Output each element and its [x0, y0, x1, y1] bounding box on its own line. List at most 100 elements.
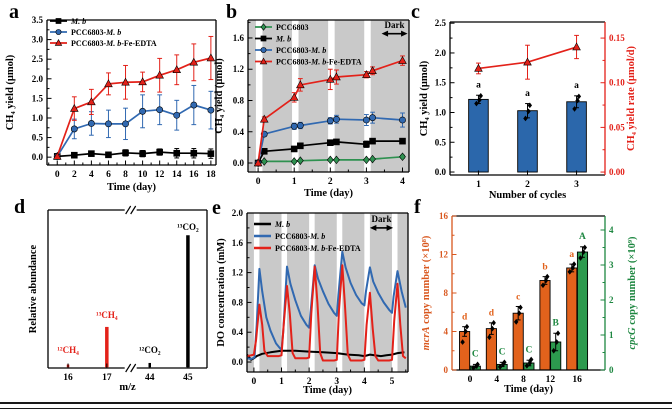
svg-text:Time (day): Time (day) — [304, 188, 354, 199]
svg-text:0.0: 0.0 — [232, 357, 244, 367]
svg-text:2.0: 2.0 — [435, 48, 447, 58]
svg-text:Time (day): Time (day) — [107, 182, 157, 193]
svg-text:PCC6803-M. b: PCC6803-M. b — [275, 232, 325, 241]
svg-text:0: 0 — [609, 365, 614, 375]
svg-text:Relative abundance: Relative abundance — [28, 244, 39, 333]
svg-text:1.2: 1.2 — [232, 268, 244, 278]
svg-text:¹³CO₂: ¹³CO₂ — [177, 222, 199, 232]
svg-text:C: C — [499, 348, 506, 358]
svg-text:C: C — [472, 350, 479, 360]
svg-text:DO concentration (mM): DO concentration (mM) — [216, 238, 227, 347]
svg-text:0: 0 — [256, 177, 261, 187]
svg-text:16: 16 — [63, 373, 73, 383]
svg-text:18: 18 — [206, 170, 216, 180]
svg-text:1.2: 1.2 — [233, 64, 245, 74]
svg-text:0.05: 0.05 — [609, 122, 625, 132]
svg-text:a: a — [574, 81, 579, 91]
bottom-double-rule — [0, 402, 672, 409]
svg-text:CH₄ yield (μmol): CH₄ yield (μmol) — [5, 54, 16, 130]
svg-text:6: 6 — [106, 170, 111, 180]
svg-text:2.0: 2.0 — [232, 208, 244, 218]
svg-text:d: d — [489, 309, 495, 319]
svg-text:2: 2 — [72, 170, 77, 180]
svg-text:0.0: 0.0 — [435, 167, 447, 177]
svg-text:Time (day): Time (day) — [303, 385, 353, 396]
svg-text:4: 4 — [89, 170, 94, 180]
svg-text:¹²CO₂: ¹²CO₂ — [139, 345, 161, 355]
panel-d-letter: d — [14, 196, 26, 218]
svg-text:0.15: 0.15 — [609, 33, 625, 43]
svg-text:45: 45 — [183, 373, 193, 383]
svg-text:0.5: 0.5 — [32, 133, 44, 143]
svg-text:0.5: 0.5 — [435, 137, 447, 147]
svg-text:PCC6803-M. b: PCC6803-M. b — [71, 28, 121, 37]
svg-text:mcrA copy number (×10⁸): mcrA copy number (×10⁸) — [421, 235, 432, 350]
svg-text:¹³CH₄: ¹³CH₄ — [96, 310, 118, 320]
svg-text:0.10: 0.10 — [609, 78, 625, 88]
svg-text:1.6: 1.6 — [232, 238, 244, 248]
svg-text:2: 2 — [525, 180, 530, 190]
svg-text:d: d — [462, 312, 468, 322]
panel-b-letter: b — [226, 1, 238, 23]
svg-text:4: 4 — [400, 177, 405, 187]
svg-text:12: 12 — [546, 375, 556, 385]
svg-text:2: 2 — [307, 377, 312, 387]
svg-text:1.6: 1.6 — [233, 33, 245, 43]
svg-text:M. b: M. b — [275, 35, 291, 44]
svg-text:1: 1 — [292, 177, 297, 187]
panel-a-chart: M. b PCC6803-M. b PCC6803-M. b-Fe-EDTA 0 2 4 6… — [5, 15, 217, 193]
svg-text:2: 2 — [328, 177, 333, 187]
svg-text:4: 4 — [609, 225, 614, 235]
svg-text:CH₄ yield rate (μmol/d): CH₄ yield rate (μmol/d) — [626, 45, 637, 151]
svg-text:0.0: 0.0 — [32, 152, 44, 162]
svg-text:CH₄ yield (μmol): CH₄ yield (μmol) — [214, 58, 225, 134]
svg-text:1.5: 1.5 — [435, 78, 447, 88]
svg-text:¹²CH₄: ¹²CH₄ — [57, 345, 79, 355]
panel-b-chart: Dark PCC6803 M. b PCC6803-M. b PCC6803-M. b-… — [214, 19, 410, 199]
panel-e-chart: Dark M. b PCC6803-M. b PCC6803-M. b-Fe-EDTA… — [216, 208, 409, 396]
svg-text:2.0: 2.0 — [32, 74, 44, 84]
svg-text:Dark: Dark — [371, 214, 391, 224]
svg-text:44: 44 — [145, 373, 155, 383]
svg-text:cpcG copy number (×10⁹): cpcG copy number (×10⁹) — [627, 236, 638, 350]
svg-text:0.8: 0.8 — [232, 297, 244, 307]
svg-text:0.4: 0.4 — [232, 327, 244, 337]
svg-text:16: 16 — [439, 211, 449, 221]
svg-text:1.0: 1.0 — [32, 113, 44, 123]
panel-e-letter: e — [212, 197, 221, 219]
svg-text:b: b — [542, 262, 547, 272]
svg-text:2.5: 2.5 — [32, 54, 44, 64]
svg-text:M. b: M. b — [70, 17, 86, 26]
svg-text:3: 3 — [334, 377, 339, 387]
svg-text:0.8: 0.8 — [233, 95, 245, 105]
svg-text:4: 4 — [362, 377, 367, 387]
svg-text:1: 1 — [609, 330, 614, 340]
svg-text:Time (day): Time (day) — [504, 384, 554, 395]
svg-text:C: C — [525, 346, 532, 356]
panel-c-letter: c — [411, 1, 420, 23]
svg-text:0: 0 — [468, 375, 473, 385]
panel-d-chart: ¹²CH₄ 16 ¹³CH₄ 17 ¹²CO₂ 44 ¹³CO₂ 45 Relative abu… — [28, 205, 208, 393]
svg-text:14: 14 — [172, 170, 182, 180]
svg-text:CH₄ yield (μmol): CH₄ yield (μmol) — [419, 60, 430, 136]
svg-text:3.5: 3.5 — [32, 15, 44, 25]
svg-text:0: 0 — [252, 377, 257, 387]
panel-c-chart: a a a 1 2 3 0.0 0.5 1.0 1.5 2.0 2.5 CH₄ yield (μmol)… — [419, 18, 637, 200]
svg-text:PCC6803-M. b-Fe-EDTA: PCC6803-M. b-Fe-EDTA — [71, 39, 157, 48]
svg-text:10: 10 — [138, 170, 148, 180]
svg-text:M. b: M. b — [274, 220, 290, 229]
svg-text:a: a — [476, 80, 481, 90]
svg-text:8: 8 — [123, 170, 128, 180]
svg-text:A: A — [579, 232, 586, 242]
svg-text:Number of cycles: Number of cycles — [489, 190, 566, 200]
svg-text:3: 3 — [574, 180, 579, 190]
svg-text:0.0: 0.0 — [233, 158, 245, 168]
svg-text:3: 3 — [364, 177, 369, 187]
svg-text:0.4: 0.4 — [233, 127, 245, 137]
svg-text:PCC6803-M. b: PCC6803-M. b — [276, 46, 326, 55]
svg-text:12: 12 — [155, 170, 165, 180]
svg-text:0: 0 — [55, 170, 60, 180]
svg-text:3.0: 3.0 — [32, 35, 44, 45]
